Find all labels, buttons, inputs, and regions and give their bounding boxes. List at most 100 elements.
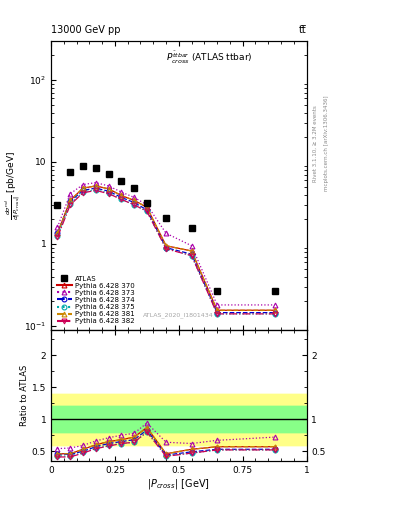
Line: ATLAS: ATLAS: [54, 163, 278, 294]
Pythia 6.428 370: [145, 204, 149, 210]
Pythia 6.428 382: [215, 311, 220, 317]
ATLAS: [189, 225, 194, 231]
Line: Pythia 6.428 373: Pythia 6.428 373: [55, 180, 277, 307]
Pythia 6.428 375: [145, 208, 149, 215]
Line: Pythia 6.428 381: Pythia 6.428 381: [55, 183, 277, 313]
Pythia 6.428 381: [119, 193, 124, 199]
Pythia 6.428 374: [272, 310, 277, 316]
Pythia 6.428 381: [81, 185, 85, 191]
Pythia 6.428 381: [68, 197, 73, 203]
Pythia 6.428 373: [119, 189, 124, 195]
Text: $P^{\bar{t}tbar}_{cross}$ (ATLAS ttbar): $P^{\bar{t}tbar}_{cross}$ (ATLAS ttbar): [166, 50, 253, 66]
Pythia 6.428 381: [132, 197, 136, 203]
Pythia 6.428 373: [68, 190, 73, 197]
Pythia 6.428 374: [164, 245, 169, 251]
Pythia 6.428 382: [119, 196, 124, 202]
X-axis label: $|P_{cross}|$ [GeV]: $|P_{cross}|$ [GeV]: [147, 477, 210, 492]
Pythia 6.428 374: [132, 200, 136, 206]
Text: Rivet 3.1.10, ≥ 3.2M events: Rivet 3.1.10, ≥ 3.2M events: [312, 105, 318, 182]
Pythia 6.428 373: [81, 181, 85, 187]
Pythia 6.428 373: [189, 243, 194, 249]
ATLAS: [81, 163, 85, 169]
Pythia 6.428 374: [68, 198, 73, 204]
Pythia 6.428 381: [272, 307, 277, 313]
Pythia 6.428 381: [145, 204, 149, 210]
Text: ATLAS_2020_I1801434: ATLAS_2020_I1801434: [143, 312, 214, 318]
Pythia 6.428 370: [164, 243, 169, 249]
Pythia 6.428 370: [55, 230, 60, 237]
Pythia 6.428 375: [106, 190, 111, 196]
Pythia 6.428 375: [55, 233, 60, 239]
Text: tt̅: tt̅: [299, 25, 307, 35]
Text: mcplots.cern.ch [arXiv:1306.3436]: mcplots.cern.ch [arXiv:1306.3436]: [324, 96, 329, 191]
Pythia 6.428 382: [145, 208, 149, 215]
Y-axis label: $\frac{d\sigma^{nd}}{d|P_{cross}|}$ [pb/GeV]: $\frac{d\sigma^{nd}}{d|P_{cross}|}$ [pb/…: [3, 151, 22, 220]
Pythia 6.428 382: [55, 234, 60, 241]
Pythia 6.428 373: [55, 224, 60, 230]
Pythia 6.428 382: [272, 311, 277, 317]
Pythia 6.428 370: [119, 193, 124, 199]
Pythia 6.428 370: [68, 197, 73, 203]
Pythia 6.428 373: [145, 202, 149, 208]
ATLAS: [164, 215, 169, 221]
ATLAS: [215, 287, 220, 293]
Pythia 6.428 382: [68, 202, 73, 208]
Pythia 6.428 373: [106, 183, 111, 189]
ATLAS: [132, 185, 136, 191]
Pythia 6.428 375: [119, 196, 124, 202]
Pythia 6.428 375: [68, 201, 73, 207]
Pythia 6.428 374: [106, 188, 111, 194]
Line: Pythia 6.428 375: Pythia 6.428 375: [55, 187, 277, 316]
Line: Pythia 6.428 374: Pythia 6.428 374: [55, 186, 277, 315]
Text: 13000 GeV pp: 13000 GeV pp: [51, 25, 121, 35]
ATLAS: [55, 202, 60, 208]
Pythia 6.428 382: [189, 252, 194, 259]
Legend: ATLAS, Pythia 6.428 370, Pythia 6.428 373, Pythia 6.428 374, Pythia 6.428 375, P: ATLAS, Pythia 6.428 370, Pythia 6.428 37…: [55, 274, 136, 326]
ATLAS: [94, 165, 98, 171]
Pythia 6.428 375: [164, 245, 169, 251]
Pythia 6.428 374: [94, 185, 98, 191]
Pythia 6.428 381: [106, 186, 111, 192]
Pythia 6.428 382: [132, 202, 136, 208]
Line: Pythia 6.428 382: Pythia 6.428 382: [55, 188, 277, 316]
Pythia 6.428 381: [55, 230, 60, 237]
Pythia 6.428 370: [215, 307, 220, 313]
Pythia 6.428 374: [55, 230, 60, 237]
Pythia 6.428 370: [189, 248, 194, 254]
ATLAS: [106, 170, 111, 177]
Pythia 6.428 381: [189, 248, 194, 254]
Pythia 6.428 373: [164, 230, 169, 237]
Pythia 6.428 370: [272, 307, 277, 313]
Line: Pythia 6.428 370: Pythia 6.428 370: [55, 183, 277, 313]
Pythia 6.428 375: [189, 252, 194, 259]
Pythia 6.428 382: [164, 246, 169, 252]
Pythia 6.428 382: [81, 190, 85, 196]
Pythia 6.428 375: [272, 311, 277, 317]
Pythia 6.428 381: [215, 307, 220, 313]
Pythia 6.428 381: [164, 243, 169, 249]
ATLAS: [68, 169, 73, 175]
Pythia 6.428 374: [189, 251, 194, 257]
Pythia 6.428 382: [106, 190, 111, 197]
Pythia 6.428 374: [119, 194, 124, 200]
Pythia 6.428 375: [94, 186, 98, 193]
Pythia 6.428 373: [94, 180, 98, 186]
Pythia 6.428 373: [272, 302, 277, 308]
ATLAS: [145, 200, 149, 206]
ATLAS: [272, 287, 277, 293]
Pythia 6.428 370: [81, 185, 85, 191]
Pythia 6.428 373: [132, 194, 136, 200]
Pythia 6.428 375: [81, 189, 85, 195]
Pythia 6.428 370: [106, 186, 111, 192]
ATLAS: [119, 178, 124, 184]
Pythia 6.428 370: [132, 197, 136, 203]
Pythia 6.428 375: [132, 202, 136, 208]
Y-axis label: Ratio to ATLAS: Ratio to ATLAS: [20, 365, 29, 426]
Pythia 6.428 373: [215, 302, 220, 308]
Pythia 6.428 370: [94, 183, 98, 189]
Pythia 6.428 374: [215, 310, 220, 316]
Pythia 6.428 375: [215, 311, 220, 317]
Pythia 6.428 374: [145, 207, 149, 213]
Pythia 6.428 374: [81, 187, 85, 194]
Pythia 6.428 382: [94, 187, 98, 194]
